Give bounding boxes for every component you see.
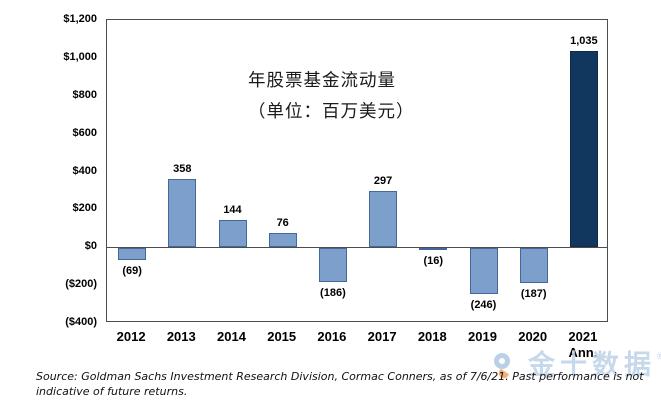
x-axis-label-2014: 2014: [217, 329, 246, 344]
bar-2014: [218, 219, 247, 248]
value-label-2019: (246): [470, 298, 497, 311]
value-label-2018: (16): [423, 255, 444, 268]
source-note-line2: indicative of future returns.: [36, 385, 188, 398]
x-axis-label-2017: 2017: [367, 329, 397, 344]
value-label-2014: 144: [223, 203, 242, 216]
x-axis-label-2018: 2018: [417, 329, 447, 344]
value-label-2012: (69): [122, 265, 142, 278]
value-label-2021: 1,035: [570, 35, 598, 48]
watermark: 金十数据®: [492, 351, 661, 381]
chart-title-line1: 年股票基金流动量: [248, 71, 396, 91]
chart-title-line2: （单位：百万美元）: [248, 102, 415, 122]
watermark-text: 金十数据®: [528, 351, 661, 381]
y-axis-label: $200: [72, 202, 97, 215]
bar-2016: [318, 248, 347, 283]
value-label-2015: 76: [276, 216, 289, 229]
bar-2013: [168, 179, 197, 248]
source-note: Source: Goldman Sachs Investment Researc…: [36, 369, 644, 399]
x-axis-label-2021: 2021 Ann.: [568, 329, 598, 360]
x-axis-label-2020: 2020: [518, 329, 548, 344]
magnifier-logo-icon: [492, 351, 522, 381]
y-axis-label: $1,000: [63, 50, 97, 63]
x-axis-label-2016: 2016: [317, 329, 347, 344]
y-axis-label: $800: [72, 88, 97, 101]
registered-mark: ®: [656, 352, 661, 362]
x-axis-label-2012: 2012: [116, 329, 146, 344]
value-label-2017: 297: [373, 175, 393, 187]
plot-area: 年股票基金流动量 （单位：百万美元） (69) 358 144 76 (186) 297 (…: [106, 19, 608, 322]
x-axis-label-2015: 2015: [267, 329, 297, 344]
source-note-line1: Source: Goldman Sachs Investment Researc…: [36, 370, 644, 383]
y-axis-label: ($400): [65, 316, 97, 328]
y-axis-label: ($200): [65, 278, 97, 291]
value-label-2013: 358: [173, 163, 192, 176]
y-axis-label: $400: [72, 164, 97, 177]
bar-2012: [118, 248, 147, 261]
value-label-2016: (186): [320, 287, 346, 300]
zero-axis-line: [107, 247, 607, 249]
y-axis-label: $0: [84, 240, 97, 253]
bar-2020: [519, 248, 548, 283]
x-axis-label-2013: 2013: [166, 329, 196, 344]
value-label-2020: (187): [520, 287, 547, 300]
bar-2015: [268, 232, 297, 248]
x-axis-label-2019: 2019: [468, 329, 497, 344]
y-axis-label: $600: [72, 126, 97, 139]
bar-2019: [469, 248, 498, 294]
bar-2017: [369, 191, 398, 248]
bar-2021: [569, 51, 598, 248]
chart-title: 年股票基金流动量 （单位：百万美元）: [248, 66, 415, 128]
y-axis-label: $1,200: [63, 13, 97, 25]
bar-2018: [419, 248, 448, 251]
